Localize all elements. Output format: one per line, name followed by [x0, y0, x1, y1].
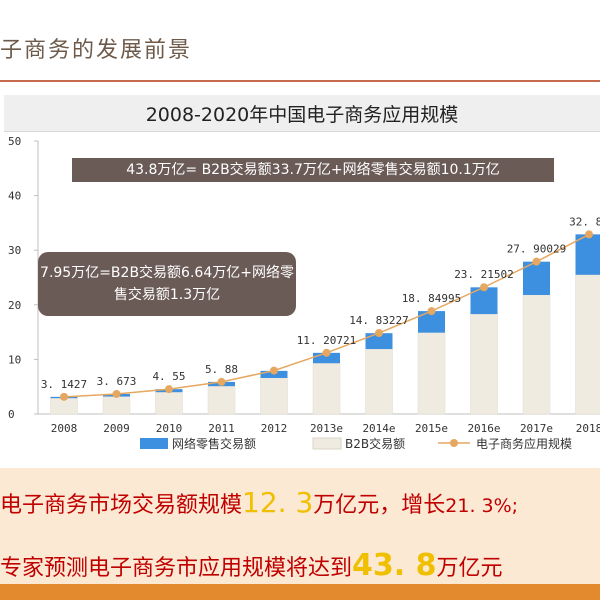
legend-label-online-retail: 网络零售交易额 [172, 436, 256, 451]
x-tick-label: 2017e [520, 422, 553, 435]
data-label: 5. 88 [205, 363, 238, 376]
stat-1-prefix: 电子商务市场交易额规模 [0, 493, 243, 518]
data-label: 3. 673 [97, 375, 137, 388]
y-tick-label: 20 [8, 299, 21, 312]
stat-line-market-size: 电子商务市场交易额规模12. 3万亿元，增长21. 3%; [0, 486, 518, 519]
legend-label-total: 电子商务应用规模 [476, 436, 572, 451]
stat-1-growth: 21. 3%; [445, 495, 519, 517]
line-point [165, 385, 173, 394]
legend-label-b2b: B2B交易额 [345, 436, 405, 451]
line-point [427, 307, 436, 316]
stat-line-forecast: 专家预测电子商务市应用规模将达到43. 8万亿元 [0, 548, 503, 583]
y-tick-label: 10 [8, 353, 21, 366]
bar-b2b [207, 385, 236, 415]
stat-2-value: 43. 8 [352, 548, 437, 583]
line-point [322, 348, 331, 357]
page-title: 子商务的发展前景 [0, 38, 193, 63]
data-label: 4. 55 [152, 370, 185, 383]
line-point [60, 392, 68, 401]
bar-b2b [470, 313, 498, 415]
bottom-band [0, 468, 600, 600]
stat-2-prefix: 专家预测电子商务市应用规模将达到 [0, 556, 353, 581]
line-point [585, 230, 593, 239]
data-label: 18. 84995 [402, 292, 462, 305]
bar-online-retail [365, 333, 393, 350]
line-point [532, 257, 541, 266]
title-bar: 子商务的发展前景 [0, 0, 600, 80]
data-label: 14. 83227 [349, 314, 409, 327]
title-divider [0, 80, 600, 82]
x-tick-label: 2014e [362, 422, 395, 435]
data-label: 27. 90029 [507, 243, 567, 256]
bar-b2b [575, 274, 600, 415]
y-tick-label: 30 [8, 244, 21, 257]
bottom-band-accent [0, 584, 600, 600]
bar-b2b [365, 348, 393, 415]
legend-swatch-b2b [312, 437, 342, 450]
data-label: 11. 20721 [297, 334, 357, 347]
bar-b2b [260, 377, 288, 415]
bar-b2b [155, 391, 183, 415]
bar-b2b [417, 332, 446, 415]
line-point [375, 329, 383, 338]
stat-2-suffix: 万亿元 [436, 556, 503, 581]
callout-2020-forecast: 43.8万亿= B2B交易额33.7万亿+网络零售交易额10.1万亿 [72, 158, 554, 182]
bar-b2b [522, 294, 551, 415]
x-tick-label: 2009 [103, 422, 130, 435]
data-label: 23. 21502 [454, 268, 514, 281]
x-tick-label: 2010 [156, 422, 183, 435]
bar-b2b [312, 362, 341, 415]
data-label: 3. 1427 [41, 378, 87, 391]
data-label: 32. 89 [569, 215, 600, 228]
chart-header: 2008-2020年中国电子商务应用规模 [4, 95, 600, 132]
line-point [270, 366, 278, 375]
bar-online-retail [418, 311, 445, 333]
y-tick-label: 50 [8, 135, 21, 148]
bar-online-retail [313, 352, 340, 364]
x-tick-label: 2016e [467, 422, 500, 435]
x-tick-label: 2015e [415, 422, 448, 435]
x-tick-label: 2013e [310, 422, 343, 435]
x-tick-label: 2008 [51, 422, 78, 435]
stat-1-suffix: 万亿元，增长 [313, 493, 446, 518]
bar-online-retail [575, 234, 600, 275]
chart-title: 2008-2020年中国电子商务应用规模 [145, 104, 459, 126]
bar-b2b [102, 396, 131, 415]
x-tick-label: 2018 [576, 422, 600, 435]
bar-online-retail [523, 261, 550, 295]
legend-swatch-point [450, 439, 458, 447]
x-tick-label: 2012 [261, 422, 288, 435]
stat-1-value: 12. 3 [242, 486, 314, 519]
legend-swatch-online-retail [140, 438, 168, 449]
line-point [112, 389, 121, 398]
y-tick-label: 40 [8, 190, 21, 203]
y-tick-label: 0 [8, 408, 15, 421]
line-point [480, 283, 488, 292]
line-point [217, 377, 226, 386]
x-tick-label: 2011 [208, 422, 235, 435]
callout-2012-breakdown: 7.95万亿=B2B交易额6.64万亿+网络零售交易额1.3万亿 [38, 252, 296, 316]
